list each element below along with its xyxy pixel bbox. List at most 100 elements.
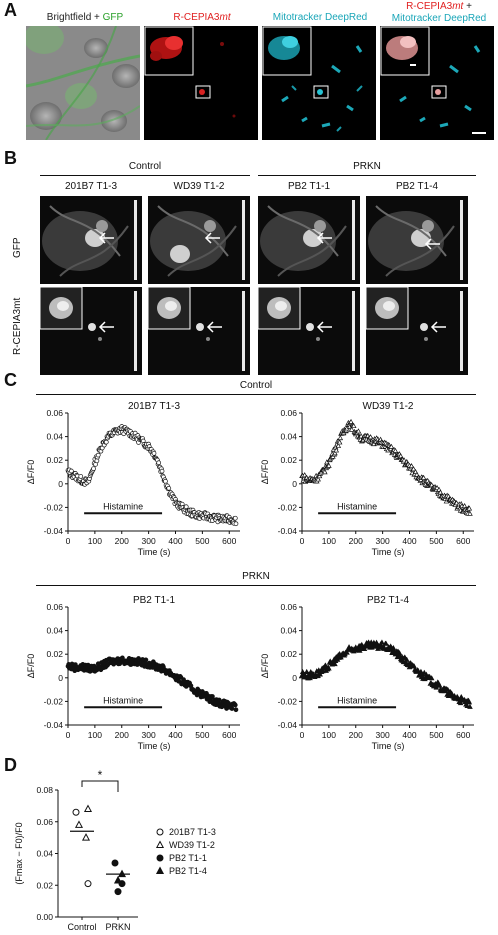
chart-title: PB2 T1-4 <box>367 595 409 606</box>
histamine-label: Histamine <box>337 501 377 511</box>
data-point <box>428 675 435 681</box>
y-tick-label: 0.06 <box>280 602 297 612</box>
data-point <box>72 808 80 816</box>
data-point <box>401 457 407 463</box>
panel-a-title-part: GFP <box>102 12 124 23</box>
panel-label-a: A <box>4 0 17 20</box>
data-point <box>383 640 389 646</box>
x-axis-label: Time (s) <box>138 547 171 557</box>
significance-star: * <box>98 768 103 782</box>
data-point <box>233 707 239 713</box>
data-point <box>355 428 362 434</box>
data-point <box>408 463 415 469</box>
panel-a-title-3: Mitotracker DeepRed <box>262 12 378 23</box>
y-tick-label: 0 <box>58 479 63 489</box>
panel-b-group-control-line <box>40 175 250 176</box>
x-tick-label: 200 <box>349 730 363 740</box>
r-cepia3mt-image <box>144 26 258 140</box>
y-tick-label: 0.04 <box>46 626 63 636</box>
y-tick-label: -0.02 <box>278 502 298 512</box>
y-tick-label: 0.02 <box>46 649 63 659</box>
x-tick-label: 400 <box>402 536 416 546</box>
x-tick-label: 300 <box>376 730 390 740</box>
legend-label: PB2 T1-1 <box>169 853 207 863</box>
panel-b-row-gfp: GFP <box>12 237 23 258</box>
panel-c-group-control-line <box>36 394 476 395</box>
data-point <box>404 656 410 662</box>
y-axis-label: ΔF/F0 <box>26 654 36 679</box>
data-point <box>332 450 338 456</box>
panel-a-title-part: mt <box>219 12 231 23</box>
merge-image <box>380 26 494 140</box>
x-tick-label: 100 <box>88 536 102 546</box>
x-tick-label: 100 <box>88 730 102 740</box>
gfp-image <box>258 196 360 284</box>
data-point <box>348 426 355 432</box>
x-tick-label: 200 <box>115 730 129 740</box>
data-point <box>336 439 343 445</box>
gfp-image <box>148 196 250 284</box>
y-axis-label: ΔF/F0 <box>260 460 270 485</box>
data-point <box>453 500 460 506</box>
y-axis-label: ΔF/F0 <box>26 460 36 485</box>
data-point <box>467 703 473 709</box>
legend-marker <box>155 840 165 848</box>
data-point <box>428 482 435 488</box>
data-point <box>183 504 189 510</box>
y-tick-label: 0 <box>292 479 297 489</box>
x-tick-label: 200 <box>115 536 129 546</box>
data-point <box>111 859 119 867</box>
data-point <box>210 694 215 699</box>
data-point <box>114 888 122 896</box>
x-tick-label: PRKN <box>105 922 130 932</box>
legend-label: WD39 T1-2 <box>169 840 215 850</box>
y-tick-label: -0.04 <box>44 720 64 730</box>
x-axis-label: Time (s) <box>138 741 171 751</box>
y-tick-label: 0.02 <box>280 649 297 659</box>
x-tick-label: 400 <box>168 730 182 740</box>
x-tick-label: 600 <box>222 536 236 546</box>
x-tick-label: 300 <box>142 730 156 740</box>
data-point <box>326 462 332 468</box>
y-tick-label: -0.02 <box>44 502 64 512</box>
panel-a-title-4-line2: Mitotracker DeepRed <box>391 13 487 24</box>
mitotracker-image <box>262 26 376 140</box>
data-point <box>232 515 238 521</box>
panel-a-title-part: Mitotracker DeepRed <box>272 12 368 23</box>
y-tick-label: -0.04 <box>278 720 298 730</box>
y-axis-label: (Fmax − F0)/F0 <box>14 822 24 884</box>
data-point <box>103 439 109 445</box>
data-point <box>159 468 165 474</box>
data-point <box>78 474 84 479</box>
panel-a-title-part: + <box>463 1 472 12</box>
x-tick-label: 0 <box>66 730 71 740</box>
brightfield-gfp-image <box>26 26 140 140</box>
data-point <box>466 699 473 705</box>
gfp-image <box>366 196 468 284</box>
data-point <box>322 469 328 475</box>
gfp-image <box>40 196 142 284</box>
x-tick-label: 500 <box>195 730 209 740</box>
panel-b-col-1: 201B7 T1-3 <box>64 181 118 192</box>
panel-b-row-cepia: R-CEPIA3mt <box>12 297 23 355</box>
x-tick-label: 500 <box>195 536 209 546</box>
data-point <box>322 662 329 668</box>
chart-title: PB2 T1-1 <box>133 595 175 606</box>
chart-title: WD39 T1-2 <box>363 401 414 412</box>
panel-a-title-part: R-CEPIA3 <box>406 1 453 12</box>
data-point <box>392 447 399 453</box>
panel-label-b: B <box>4 148 17 168</box>
y-tick-label: 0.02 <box>46 455 63 465</box>
data-point <box>437 489 444 495</box>
data-point <box>95 452 101 458</box>
x-tick-label: 0 <box>300 730 305 740</box>
y-tick-label: 0.04 <box>36 849 53 859</box>
legend-label: PB2 T1-4 <box>169 866 207 876</box>
y-tick-label: 0.00 <box>36 912 53 922</box>
data-point <box>402 654 408 660</box>
x-tick-label: 500 <box>429 730 443 740</box>
data-point <box>333 447 340 453</box>
y-tick-label: 0.06 <box>36 817 53 827</box>
panel-a-title-1: Brightfield + GFP <box>26 12 144 23</box>
x-tick-label: 0 <box>300 536 305 546</box>
